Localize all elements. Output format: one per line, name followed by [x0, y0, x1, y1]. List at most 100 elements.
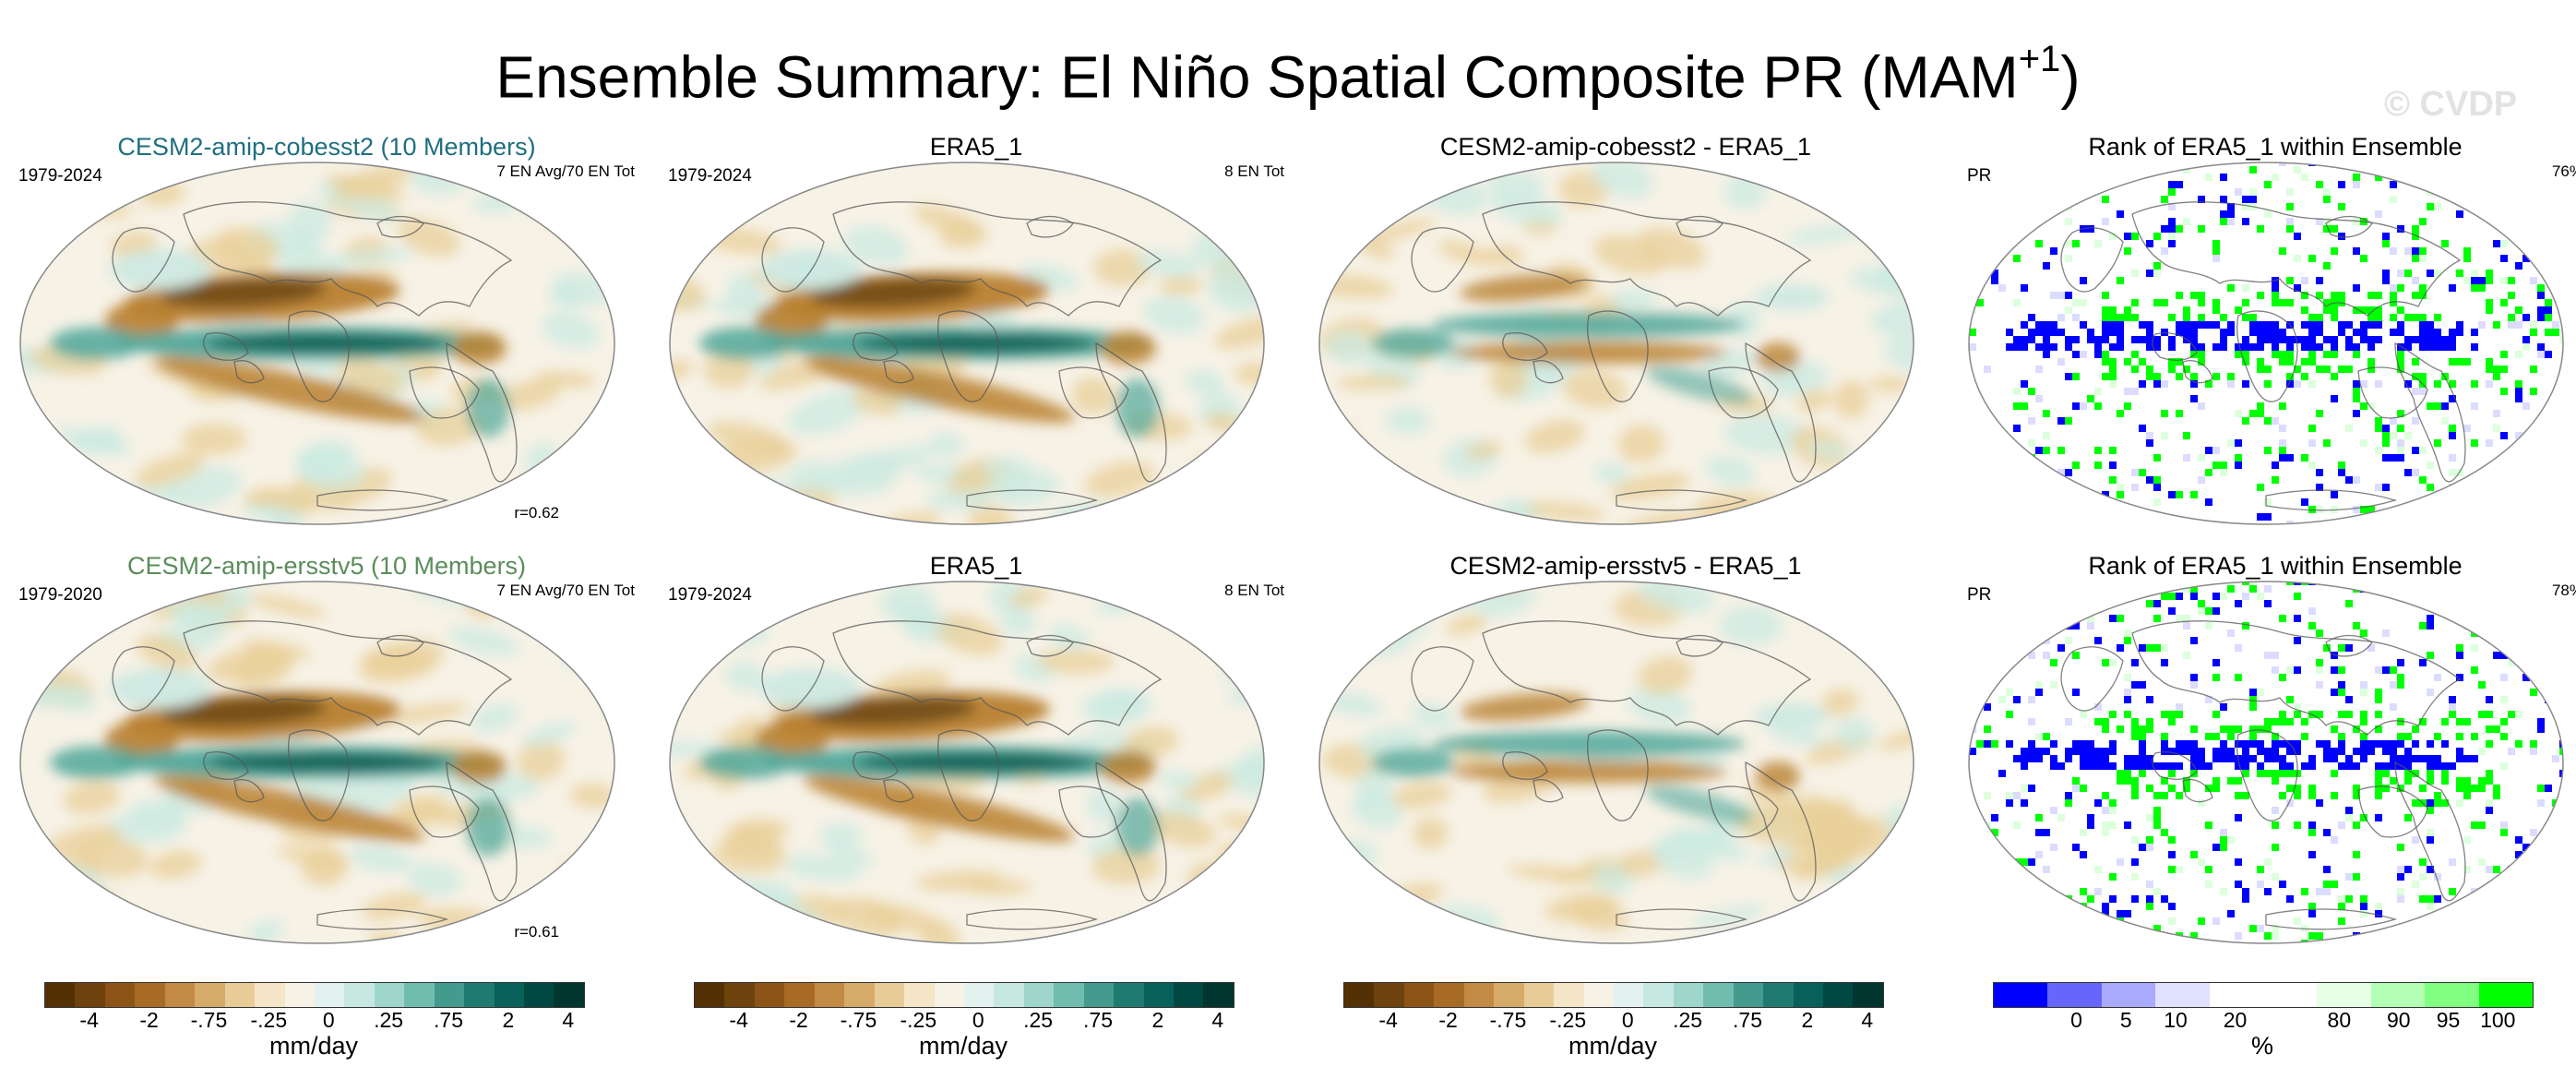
- colorbar-swatch: [1853, 983, 1883, 1007]
- colorbar-tick: .75: [1083, 1008, 1113, 1032]
- colorbar-swatch: [75, 983, 105, 1007]
- colorbar-tick: -.25: [900, 1008, 937, 1032]
- colorbar-swatch: [2209, 983, 2264, 1007]
- panel-title: ERA5_1: [929, 133, 1023, 161]
- global-map: [19, 162, 615, 525]
- pattern-correlation-label: r=0.62: [514, 504, 559, 522]
- colorbar-tick: .25: [1023, 1008, 1054, 1032]
- colorbar-swatch: [1733, 983, 1764, 1007]
- colorbar-swatch: [1523, 983, 1555, 1007]
- colorbar-tick: .25: [374, 1008, 404, 1032]
- panel-title: CESM2-amip-cobesst2 (10 Members): [117, 133, 536, 161]
- colorbar-swatch: [2370, 983, 2426, 1007]
- colorbar-tick: 2: [1801, 1008, 1814, 1032]
- colorbar-swatch: [1823, 983, 1854, 1007]
- colorbar-swatch: [1494, 983, 1524, 1007]
- colorbar-model: -4 -2 -.75 -.25 0 .25 .75 2 4 mm/day: [44, 982, 598, 1065]
- colorbar-tick: -2: [139, 1008, 159, 1032]
- page-title: Ensemble Summary: El Niño Spatial Compos…: [495, 39, 2081, 111]
- colorbar-tick: 4: [1211, 1008, 1224, 1032]
- panel-left-label: 1979-2020: [18, 585, 102, 605]
- colorbar-label: mm/day: [268, 1032, 359, 1060]
- colorbar-swatch: [1374, 983, 1404, 1007]
- panel-title: CESM2-amip-ersstv5 - ERA5_1: [1449, 552, 1802, 580]
- colorbar-tick: 4: [1861, 1008, 1874, 1032]
- colorbar-label: mm/day: [1568, 1032, 1658, 1060]
- panel-r1c3-diff: CESM2-amip-cobesst2 - ERA5_1: [1312, 133, 1939, 539]
- panel-left-label: 1979-2024: [668, 585, 752, 605]
- panel-right-label: 8 EN Tot: [1224, 162, 1284, 180]
- colorbar-label: %: [2250, 1032, 2273, 1060]
- colorbar-tick: 10: [2164, 1008, 2188, 1032]
- colorbar-swatch: [1763, 983, 1794, 1007]
- colorbar-swatch: [1344, 983, 1375, 1007]
- colorbar-tick: 4: [562, 1008, 575, 1032]
- colorbar-swatch: [1793, 983, 1823, 1007]
- panel-title: CESM2-amip-ersstv5 (10 Members): [126, 552, 527, 580]
- colorbar-swatch: [464, 983, 495, 1007]
- colorbar-swatch: [554, 983, 584, 1007]
- panel-r1c2-obs: ERA5_1 1979-2024 8 EN Tot: [662, 133, 1290, 539]
- colorbar-tick: 20: [2223, 1008, 2248, 1032]
- colorbar-tick: 90: [2387, 1008, 2411, 1032]
- colorbar-tick: 0: [972, 1008, 984, 1032]
- panel-r2c1-model: CESM2-amip-ersstv5 (10 Members) 1979-2020…: [13, 552, 640, 958]
- colorbar-swatch: [814, 983, 845, 1007]
- colorbar-tick: -.25: [1549, 1008, 1587, 1032]
- panel-right-label: 76%: [2551, 162, 2576, 180]
- colorbar-swatch: [874, 983, 905, 1007]
- colorbar-swatch: [2047, 983, 2102, 1007]
- colorbar-swatches: [1343, 982, 1884, 1008]
- global-map: [19, 581, 615, 944]
- colorbar-tick: -.75: [1489, 1008, 1527, 1032]
- panel-right-label: 78%: [2551, 581, 2576, 599]
- colorbar-tick: 0: [2070, 1008, 2082, 1032]
- colorbar-swatch: [224, 983, 256, 1007]
- panel-left-label: PR: [1967, 166, 1992, 186]
- colorbar-tick: 5: [2119, 1008, 2132, 1032]
- colorbar-swatch: [695, 983, 725, 1007]
- colorbar-swatch: [904, 983, 935, 1007]
- colorbar-swatch: [1643, 983, 1674, 1007]
- colorbar-tick: .75: [434, 1008, 463, 1032]
- colorbar-tick: -4: [1378, 1008, 1398, 1032]
- colorbar-swatch: [844, 983, 875, 1007]
- colorbar-swatch: [1143, 983, 1174, 1007]
- panel-r1c4-rank: Rank of ERA5_1 within Ensemble PR 76%: [1962, 133, 2576, 539]
- colorbar-swatch: [524, 983, 555, 1007]
- colorbar-swatch: [1114, 983, 1144, 1007]
- colorbar-tick: 0: [1621, 1008, 1634, 1032]
- colorbar-tick: .25: [1673, 1008, 1703, 1032]
- panel-title: Rank of ERA5_1 within Ensemble: [2088, 133, 2463, 161]
- colorbar-swatch: [255, 983, 285, 1007]
- colorbar-tick: -.75: [840, 1008, 877, 1032]
- panel-right-label: 7 EN Avg/70 EN Tot: [496, 162, 635, 180]
- colorbar-diff: -4 -2 -.75 -.25 0 .25 .75 2 4 mm/day: [1343, 982, 1897, 1065]
- panel-title: ERA5_1: [929, 552, 1023, 580]
- colorbar-swatch: [2425, 983, 2479, 1007]
- global-map: [1968, 162, 2564, 525]
- colorbar-swatch: [1403, 983, 1435, 1007]
- global-map: [669, 162, 1265, 525]
- colorbar-tick: -.25: [250, 1008, 288, 1032]
- colorbar-swatch: [434, 983, 465, 1007]
- colorbar-tick: 2: [1151, 1008, 1164, 1032]
- colorbar-swatch: [1673, 983, 1704, 1007]
- global-map: [669, 581, 1265, 944]
- colorbar-swatch: [164, 983, 196, 1007]
- colorbar-tick: 100: [2480, 1008, 2516, 1032]
- colorbar-swatch: [1174, 983, 1204, 1007]
- panel-right-label: 7 EN Avg/70 EN Tot: [496, 581, 635, 599]
- colorbar-swatch: [404, 983, 435, 1007]
- colorbar-tick: 80: [2327, 1008, 2352, 1032]
- panel-title: Rank of ERA5_1 within Ensemble: [2088, 552, 2463, 580]
- panel-r2c2-obs: ERA5_1 1979-2024 8 EN Tot: [662, 552, 1290, 958]
- colorbar-tick: 95: [2436, 1008, 2461, 1032]
- pattern-correlation-label: r=0.61: [514, 923, 559, 941]
- colorbar-swatch: [344, 983, 375, 1007]
- colorbar-swatch: [1434, 983, 1464, 1007]
- colorbar-swatch: [1083, 983, 1115, 1007]
- colorbar-swatch: [1054, 983, 1084, 1007]
- colorbar-swatch: [284, 983, 315, 1007]
- colorbar-swatch: [2317, 983, 2371, 1007]
